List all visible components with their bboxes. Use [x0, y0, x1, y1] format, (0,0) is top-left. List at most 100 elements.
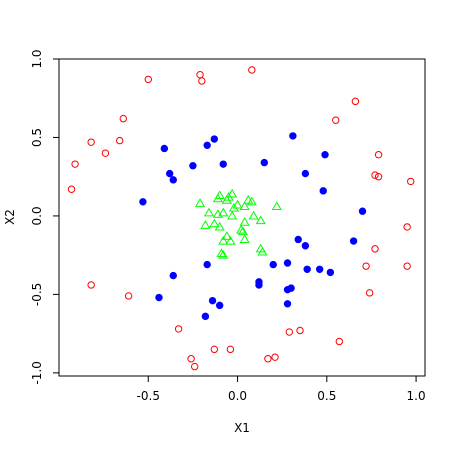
- data-point: [221, 195, 232, 204]
- data-point: [216, 248, 227, 258]
- data-point: [248, 210, 259, 220]
- data-point: [200, 220, 211, 229]
- data-point: [215, 301, 224, 310]
- data-point: [218, 249, 229, 259]
- x-tick-label: -0.5: [137, 389, 160, 403]
- data-point: [248, 66, 256, 74]
- data-point: [362, 262, 370, 270]
- data-point: [351, 97, 360, 106]
- data-point: [219, 160, 227, 168]
- data-point: [289, 132, 297, 140]
- data-point: [283, 259, 292, 267]
- data-point: [315, 265, 324, 273]
- data-point: [169, 271, 177, 280]
- x-tick-label: 0.0: [228, 389, 247, 403]
- data-point: [403, 262, 411, 270]
- data-point: [255, 281, 263, 289]
- y-tick-label: -1.0: [30, 361, 44, 384]
- data-point: [271, 353, 279, 361]
- data-point: [246, 196, 257, 206]
- data-point: [374, 151, 383, 159]
- data-point: [212, 193, 223, 203]
- data-point: [209, 218, 220, 228]
- data-point: [227, 210, 238, 220]
- data-point: [87, 281, 95, 289]
- data-point: [239, 217, 250, 226]
- data-point: [365, 289, 374, 297]
- data-point: [237, 226, 248, 236]
- data-point: [257, 246, 268, 256]
- data-point: [187, 355, 195, 363]
- y-tick-label: -0.5: [30, 283, 44, 306]
- data-point: [239, 201, 250, 211]
- data-point: [349, 237, 358, 245]
- data-point: [139, 198, 147, 206]
- data-point: [403, 223, 411, 231]
- data-point: [144, 75, 152, 84]
- data-point: [255, 215, 266, 225]
- data-point: [326, 268, 335, 277]
- data-point: [407, 177, 415, 186]
- data-point: [165, 169, 174, 178]
- data-point: [260, 158, 269, 167]
- y-tick-label: 0.5: [30, 128, 44, 147]
- data-point: [210, 135, 219, 143]
- data-points: [67, 66, 415, 371]
- data-point: [160, 144, 169, 153]
- data-point: [283, 285, 292, 294]
- x-axis: -0.5 0.0 0.5 1.0: [137, 375, 426, 403]
- data-point: [335, 337, 344, 346]
- data-point: [221, 231, 232, 240]
- data-point: [371, 171, 379, 179]
- data-point: [371, 245, 379, 253]
- data-point: [190, 362, 199, 371]
- data-point: [271, 201, 282, 211]
- data-point: [303, 265, 311, 273]
- data-point: [210, 345, 219, 354]
- data-point: [218, 235, 229, 245]
- x-tick-label: 0.5: [317, 389, 336, 403]
- x-axis-label: X1: [234, 421, 250, 435]
- x-tick-label: 1.0: [407, 389, 426, 403]
- data-point: [294, 235, 302, 244]
- data-point: [201, 312, 210, 321]
- data-point: [71, 160, 79, 168]
- data-point: [116, 136, 124, 145]
- y-axis: -1.0 -0.5 0.0 0.5 1.0: [30, 49, 60, 385]
- data-point: [227, 188, 238, 198]
- data-point: [228, 202, 240, 212]
- data-point: [225, 235, 236, 245]
- data-point: [296, 326, 304, 335]
- data-point: [194, 198, 206, 207]
- y-axis-label: X2: [3, 209, 17, 225]
- data-point: [203, 141, 211, 150]
- data-point: [203, 207, 215, 217]
- data-point: [226, 345, 235, 354]
- data-point: [124, 292, 133, 300]
- data-point: [119, 114, 127, 123]
- data-point: [174, 325, 183, 333]
- data-point: [169, 176, 177, 184]
- data-point: [269, 260, 277, 269]
- data-point: [198, 77, 206, 85]
- data-point: [87, 138, 95, 146]
- data-point: [301, 242, 310, 250]
- data-point: [101, 149, 110, 157]
- data-point: [214, 221, 225, 231]
- data-point: [218, 207, 229, 217]
- data-point: [239, 234, 250, 243]
- y-tick-label: 0.0: [30, 206, 44, 225]
- data-point: [203, 260, 211, 269]
- data-point: [208, 296, 217, 305]
- data-point: [236, 224, 247, 234]
- data-point: [374, 172, 383, 181]
- data-point: [196, 70, 204, 79]
- data-point: [285, 328, 294, 336]
- data-point: [264, 355, 272, 363]
- y-tick-label: 1.0: [30, 49, 44, 68]
- data-point: [283, 300, 292, 308]
- plot-frame: [58, 58, 426, 377]
- data-point: [319, 187, 327, 195]
- data-point: [67, 185, 76, 193]
